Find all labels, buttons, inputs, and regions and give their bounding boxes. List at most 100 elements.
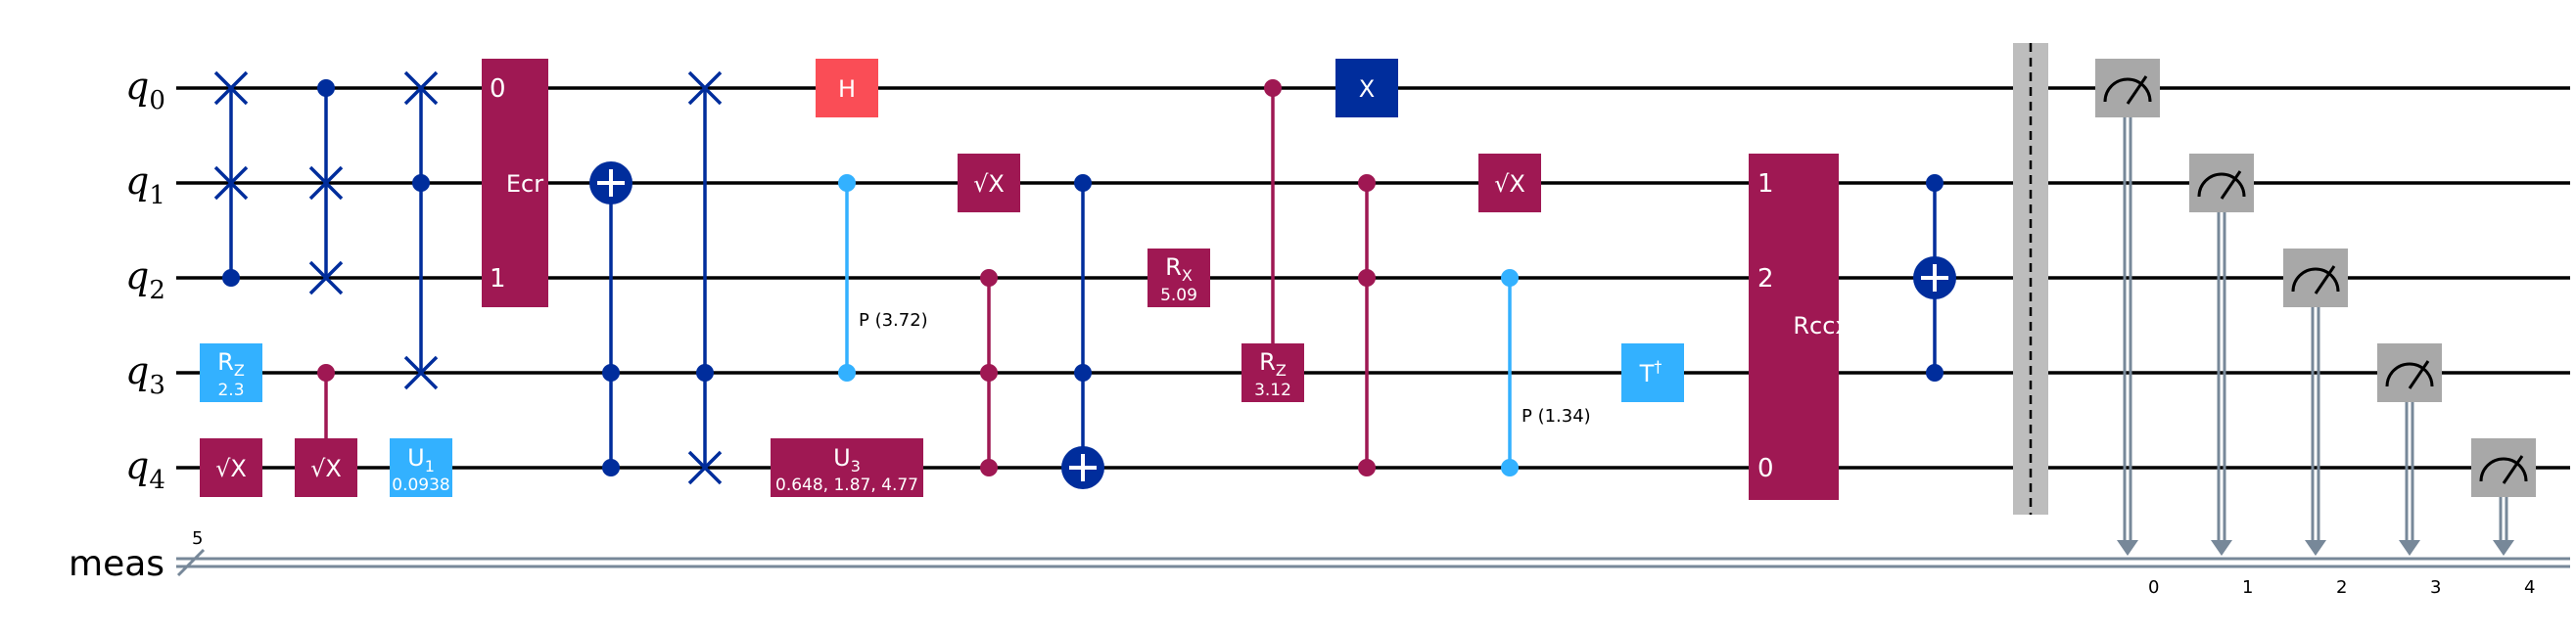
- svg-text:RX: RX: [1165, 253, 1193, 285]
- control-dot-icon: [1264, 79, 1282, 97]
- cphase-label: P (1.34): [1522, 406, 1591, 427]
- ecr-gate: 0 1 Ecr: [482, 59, 548, 307]
- control-dot-icon: [838, 174, 856, 192]
- crz-gate: RZ 3.12: [1241, 79, 1304, 402]
- cswap-gate-2: [308, 79, 344, 295]
- svg-text:U1: U1: [407, 444, 435, 476]
- control-dot-icon: [222, 269, 240, 287]
- control-dot-icon: [980, 459, 998, 476]
- sx-gate-q1-a: √X: [958, 154, 1020, 212]
- control-dot-icon: [980, 364, 998, 382]
- control-dot-icon: [602, 364, 620, 382]
- measure-q2: 2: [2283, 249, 2348, 598]
- ccx-gate-2: [1061, 174, 1104, 489]
- control-dot-icon: [412, 174, 430, 192]
- swap-cross-icon: [403, 355, 439, 390]
- cswap-gate-3: [403, 70, 439, 390]
- measure-arrow-icon: [2117, 540, 2138, 556]
- cphase-gate-b: P (1.34): [1501, 269, 1591, 476]
- ccx-gate-3: [1913, 174, 1956, 382]
- qubit-label-q3: q3: [125, 349, 165, 400]
- svg-text:Ecr: Ecr: [506, 170, 543, 198]
- control-dot-icon: [1926, 174, 1944, 192]
- svg-text:2: 2: [1757, 264, 1774, 294]
- svg-text:1: 1: [490, 264, 506, 294]
- cswap-gate-4: [687, 70, 723, 485]
- svg-text:X: X: [1359, 75, 1375, 103]
- gate-param: 5.09: [1160, 286, 1197, 305]
- svg-text:√X: √X: [1494, 170, 1525, 198]
- svg-text:RZ: RZ: [217, 348, 245, 380]
- swap-cross-icon: [213, 70, 249, 106]
- csx-gate: √X: [295, 364, 357, 497]
- measure-bit-label: 3: [2430, 577, 2441, 598]
- svg-text:0: 0: [490, 74, 506, 104]
- control-dot-icon: [317, 79, 335, 97]
- classical-register-size: 5: [192, 528, 203, 549]
- control-dot-icon: [1074, 364, 1092, 382]
- svg-text:√X: √X: [973, 170, 1005, 198]
- rccx-gate: 1 2 0 Rccx: [1749, 154, 1850, 500]
- meter-icon: [2385, 362, 2434, 387]
- swap-cross-icon: [308, 165, 344, 201]
- qubit-labels: q0 q1 q2 q3 q4 meas: [69, 65, 165, 584]
- control-dot-icon: [1926, 364, 1944, 382]
- svg-text:1: 1: [1757, 169, 1774, 199]
- svg-text:T†: T†: [1639, 357, 1663, 387]
- swap-cross-icon: [403, 70, 439, 106]
- classical-register-label: meas: [69, 544, 164, 584]
- control-dot-icon: [1501, 459, 1519, 476]
- control-dot-icon: [317, 364, 335, 382]
- measure-bit-label: 1: [2242, 577, 2253, 598]
- control-dot-icon: [1501, 269, 1519, 287]
- measure-q1: 1: [2189, 154, 2254, 598]
- rz-gate-q3: RZ 2.3: [200, 343, 262, 402]
- svg-text:0: 0: [1757, 454, 1774, 483]
- measure-q3: 3: [2377, 343, 2442, 598]
- qubit-label-q0: q0: [125, 65, 165, 115]
- cphase-gate-a: P (3.72): [838, 174, 928, 382]
- control-dot-icon: [838, 364, 856, 382]
- sx-gate-q1-b: √X: [1478, 154, 1541, 212]
- cphase-label: P (3.72): [859, 310, 928, 331]
- meter-icon: [2479, 457, 2528, 482]
- swap-cross-icon: [308, 260, 344, 295]
- ccz-gate-b: [1358, 174, 1376, 476]
- swap-cross-icon: [687, 70, 723, 106]
- gate-param: 2.3: [217, 381, 244, 400]
- measure-arrow-icon: [2399, 540, 2420, 556]
- qubit-label-q1: q1: [125, 159, 165, 210]
- control-dot-icon: [602, 459, 620, 476]
- ccz-gate-a: [980, 269, 998, 476]
- svg-text:H: H: [838, 75, 856, 103]
- barrier: [2013, 43, 2048, 515]
- measure-arrow-icon: [2493, 540, 2514, 556]
- measure-arrow-icon: [2305, 540, 2326, 556]
- svg-text:U3: U3: [833, 444, 861, 476]
- gate-param: 0.0938: [392, 476, 449, 495]
- tdg-gate-q3: T†: [1621, 343, 1684, 402]
- gate-param: 3.12: [1254, 381, 1291, 400]
- ccx-gate: [589, 161, 632, 476]
- control-dot-icon: [1358, 269, 1376, 287]
- qubit-label-q4: q4: [125, 444, 165, 495]
- svg-text:√X: √X: [310, 455, 342, 482]
- x-gate-q0: X: [1335, 59, 1398, 117]
- cswap-gate-1: [213, 70, 249, 287]
- measurements: 0 1 2 3: [2095, 59, 2536, 598]
- swap-cross-icon: [687, 450, 723, 485]
- h-gate-q0: H: [816, 59, 878, 117]
- measure-bit-label: 4: [2524, 577, 2535, 598]
- sx-gate-q4-a: √X: [200, 438, 262, 497]
- u1-gate-q4: U1 0.0938: [390, 438, 452, 497]
- gate-param: 0.648, 1.87, 4.77: [775, 476, 918, 495]
- measure-q4: 4: [2471, 438, 2536, 598]
- bus-slash: [176, 548, 206, 577]
- control-dot-icon: [1358, 459, 1376, 476]
- measure-q0: 0: [2095, 59, 2160, 598]
- qubit-label-q2: q2: [125, 254, 165, 305]
- measure-bit-label: 0: [2148, 577, 2159, 598]
- svg-text:√X: √X: [215, 455, 247, 482]
- control-dot-icon: [696, 364, 714, 382]
